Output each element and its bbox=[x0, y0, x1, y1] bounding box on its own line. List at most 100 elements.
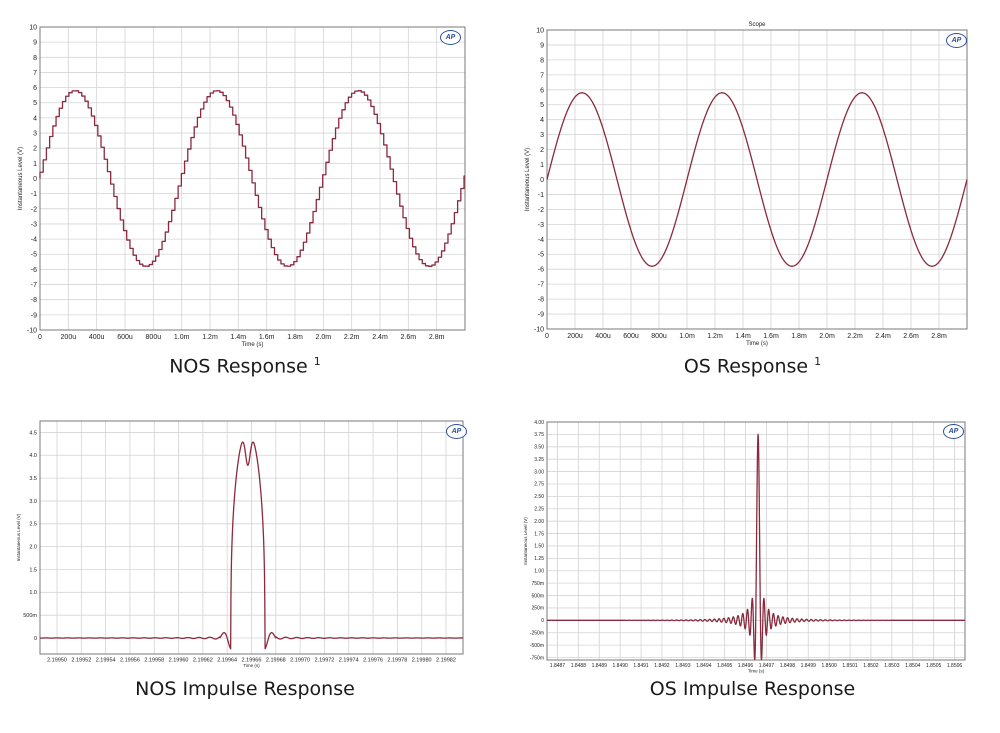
y-tick-label: 3.0 bbox=[29, 499, 37, 505]
y-tick-label: -500m bbox=[530, 643, 544, 649]
ap-logo-icon: AP bbox=[946, 33, 967, 48]
y-tick-label: -750m bbox=[530, 655, 544, 661]
y-tick-label: -4 bbox=[538, 237, 544, 244]
y-tick-label: -3 bbox=[538, 222, 544, 229]
x-tick-label: 2.6m bbox=[903, 333, 919, 340]
x-tick-label: 2.19978 bbox=[387, 658, 407, 664]
x-tick-label: 1.0m bbox=[679, 333, 695, 340]
x-tick-label: 2.19964 bbox=[217, 658, 237, 664]
series-line-ch1 bbox=[546, 92, 968, 267]
y-tick-label: 1.75 bbox=[534, 531, 544, 537]
x-tick-label: 1.8503 bbox=[884, 663, 900, 669]
y-tick-label: 4.0 bbox=[29, 453, 37, 459]
chart-caption: OS Response 1 bbox=[683, 355, 822, 378]
y-tick-label: -2 bbox=[538, 207, 544, 214]
y-tick-label: -1 bbox=[538, 192, 544, 199]
x-tick-label: 0 bbox=[38, 334, 42, 341]
chart-title: Scope bbox=[748, 22, 766, 28]
y-axis-label: Instantaneous Level (V) bbox=[523, 517, 528, 565]
x-tick-label: 2.19950 bbox=[47, 658, 67, 664]
y-tick-label: 3.50 bbox=[534, 445, 544, 451]
x-tick-label: 2.19966 bbox=[242, 658, 262, 664]
y-tick-label: -6 bbox=[538, 267, 544, 274]
x-tick-label: 1.8505 bbox=[926, 663, 942, 669]
y-tick-label: 10 bbox=[29, 24, 37, 31]
y-tick-label: 500m bbox=[531, 593, 544, 599]
y-tick-label: -8 bbox=[31, 297, 37, 304]
y-tick-label: -250m bbox=[530, 630, 544, 636]
ap-logo-icon: AP bbox=[440, 30, 461, 45]
y-tick-label: 5 bbox=[540, 102, 544, 109]
x-tick-label: 1.8497 bbox=[759, 663, 775, 669]
y-tick-label: 1.5 bbox=[29, 567, 37, 573]
x-tick-label: 1.8m bbox=[287, 334, 303, 341]
x-tick-label: 1.2m bbox=[202, 334, 218, 341]
y-tick-label: -7 bbox=[538, 282, 544, 289]
y-tick-label: 7 bbox=[540, 72, 544, 79]
y-tick-label: -7 bbox=[31, 282, 37, 289]
y-tick-label: 8 bbox=[33, 55, 37, 62]
y-tick-label: 1 bbox=[540, 162, 544, 169]
x-tick-label: 2.19970 bbox=[290, 658, 310, 664]
x-tick-label: 1.8493 bbox=[675, 663, 691, 669]
x-tick-label: 1.4m bbox=[231, 334, 247, 341]
y-tick-label: 10 bbox=[536, 27, 544, 34]
x-tick-label: 2.2m bbox=[344, 334, 360, 341]
y-tick-label: 4.00 bbox=[534, 420, 544, 426]
y-tick-label: 3 bbox=[540, 132, 544, 139]
chart-caption: OS Impulse Response bbox=[649, 678, 856, 700]
x-tick-label: 1.0m bbox=[174, 334, 190, 341]
chart-nos-response: 0 200u 400u 600u 800u 1.0m 1.2m 1.4m 1.6m 1.8m 2.0… bbox=[18, 24, 466, 348]
series-line-ch1 bbox=[39, 90, 465, 267]
x-tick-label: 2.19976 bbox=[363, 658, 383, 664]
chart-panel-nos-response: 0 200u 400u 600u 800u 1.0m 1.2m 1.4m 1.6m 1.8m 2.0… bbox=[0, 0, 490, 390]
series-line-ch1 bbox=[546, 433, 966, 661]
y-tick-label: -1 bbox=[31, 191, 37, 198]
x-tick-label: 600u bbox=[117, 334, 133, 341]
y-tick-label: 250m bbox=[531, 606, 544, 612]
x-axis-label: Time (s) bbox=[243, 663, 260, 668]
y-tick-label: 0 bbox=[34, 636, 37, 642]
x-tick-label: 1.8m bbox=[791, 333, 807, 340]
x-tick-label: 2.19958 bbox=[144, 658, 164, 664]
plot-frame bbox=[546, 421, 966, 661]
chart-os-response: 0 200u 400u 600u 800u 1.0m 1.2m 1.4m 1.6m 1.8m 2.0… bbox=[525, 22, 968, 347]
y-tick-label: 1.50 bbox=[534, 544, 544, 550]
y-tick-label: -5 bbox=[31, 252, 37, 259]
x-tick-label: 2.19968 bbox=[266, 658, 286, 664]
plot-frame bbox=[39, 420, 464, 655]
x-tick-label: 1.8500 bbox=[822, 663, 838, 669]
y-tick-label: 2.00 bbox=[534, 519, 544, 525]
x-tick-label: 2.8m bbox=[429, 334, 445, 341]
x-tick-label: 2.19962 bbox=[193, 658, 213, 664]
y-tick-label: 2.75 bbox=[534, 482, 544, 488]
y-tick-label: 4 bbox=[33, 115, 37, 122]
chart-panel-nos-impulse: 2.19950 2.19952 2.19954 2.19956 2.19958 2.199… bbox=[0, 415, 490, 733]
y-tick-label: 1.00 bbox=[534, 569, 544, 575]
x-tick-label: 1.8504 bbox=[905, 663, 921, 669]
y-tick-label: 3.75 bbox=[534, 432, 544, 438]
y-tick-label: 9 bbox=[33, 40, 37, 47]
y-tick-label: 5 bbox=[33, 100, 37, 107]
x-tick-label: 800u bbox=[146, 334, 162, 341]
x-tick-label: 1.8495 bbox=[717, 663, 733, 669]
chart-panel-os-impulse: 1.8487 1.8488 1.8489 1.8490 1.8491 1.8492 1.84… bbox=[505, 415, 1000, 733]
y-tick-label: 9 bbox=[540, 42, 544, 49]
chart-os-impulse: 1.8487 1.8488 1.8489 1.8490 1.8491 1.8492 1.84… bbox=[523, 420, 966, 674]
x-tick-label: 1.8487 bbox=[550, 663, 566, 669]
y-tick-label: 1.0 bbox=[29, 590, 37, 596]
y-axis-label: Instantaneous Level (V) bbox=[525, 148, 531, 211]
x-tick-label: 1.8494 bbox=[696, 663, 712, 669]
y-tick-label: 0 bbox=[541, 618, 544, 624]
x-tick-label: 1.2m bbox=[707, 333, 723, 340]
x-tick-label: 400u bbox=[89, 334, 105, 341]
y-tick-label: 0 bbox=[33, 176, 37, 183]
x-tick-label: 2.19972 bbox=[314, 658, 334, 664]
x-tick-label: 1.6m bbox=[763, 333, 779, 340]
x-tick-label: 1.8490 bbox=[613, 663, 629, 669]
x-tick-label: 600u bbox=[623, 333, 639, 340]
x-tick-label: 2.19952 bbox=[71, 658, 91, 664]
x-tick-label: 1.8506 bbox=[947, 663, 963, 669]
x-axis-label: Time (s) bbox=[746, 341, 768, 347]
y-tick-label: -10 bbox=[27, 327, 37, 334]
